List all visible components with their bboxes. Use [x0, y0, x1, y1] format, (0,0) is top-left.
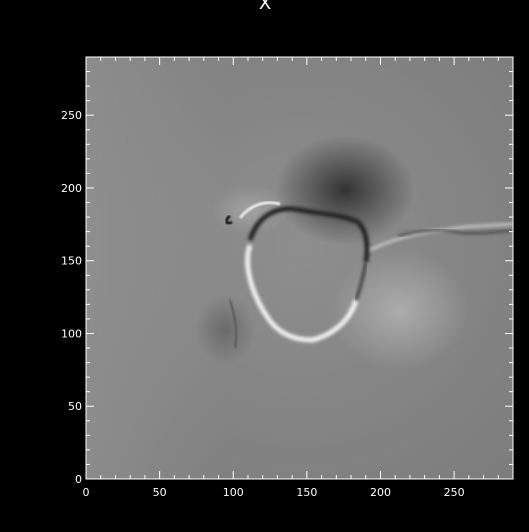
heatmap-ring-dark-rim-right — [354, 261, 368, 301]
y-tick-label: 100 — [61, 327, 82, 340]
heatmap-light-lobe-right — [330, 250, 470, 370]
x-tick-label: 100 — [223, 486, 244, 499]
x-tick-label: 150 — [296, 486, 317, 499]
x-tick-label: 200 — [370, 486, 391, 499]
heatmap-image — [86, 57, 513, 479]
chart-title: X — [259, 0, 271, 14]
plot-frame — [85, 56, 514, 480]
y-tick-label: 150 — [61, 255, 82, 268]
x-tick-label: 0 — [83, 486, 90, 499]
x-tick-label: 250 — [444, 486, 465, 499]
heatmap-trail-dark — [397, 229, 513, 237]
heatmap-top-dark-arc — [224, 214, 233, 225]
chart-axes: 0 50 100 150 200 250 0 50 100 150 200 250 — [61, 56, 514, 499]
y-axis-ticks: 0 50 100 150 200 250 — [61, 56, 513, 486]
heatmap-ring-dark-shadow — [247, 206, 370, 263]
y-tick-label: 50 — [68, 400, 82, 413]
y-tick-label: 0 — [75, 473, 82, 486]
heatmap-ring-bright-rim — [245, 244, 359, 343]
y-tick-label: 200 — [61, 182, 82, 195]
heatmap-dark-lobe-left — [195, 295, 255, 365]
heatmap-streak-lower-left — [229, 299, 238, 349]
y-tick-label: 250 — [61, 109, 82, 122]
heatmap-left-shade — [86, 57, 226, 479]
x-axis-ticks: 0 50 100 150 200 250 — [83, 57, 514, 499]
x-tick-label: 50 — [153, 486, 167, 499]
heatmap-dark-lobe-top — [275, 135, 415, 245]
heatmap-top-bright-arc — [238, 201, 281, 219]
